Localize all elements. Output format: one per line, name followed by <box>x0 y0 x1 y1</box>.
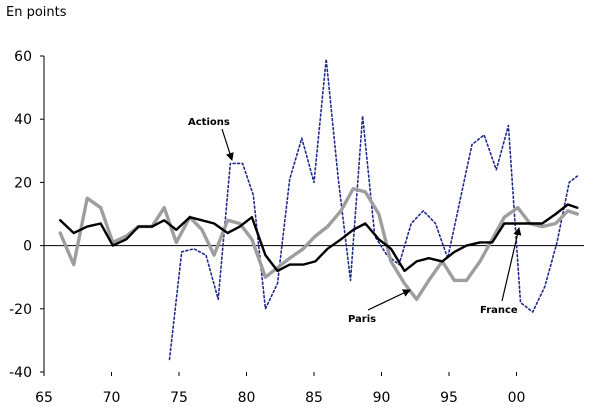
x-tick-label: 85 <box>305 390 323 406</box>
x-tick-label: 75 <box>170 390 188 406</box>
annotation-france: France <box>480 305 518 316</box>
axes <box>40 55 584 376</box>
y-tick-label: 20 <box>14 175 32 191</box>
annotation-actions: Actions <box>188 117 230 128</box>
x-tick-label: 70 <box>103 390 121 406</box>
x-tick-label: 80 <box>238 390 256 406</box>
x-tick-label: 65 <box>35 390 53 406</box>
series-line-actions <box>168 58 579 361</box>
x-tick-label: 90 <box>373 390 391 406</box>
annotation-paris: Paris <box>348 314 376 325</box>
y-tick-label: -40 <box>9 365 32 381</box>
annotations: Actions Paris France <box>188 117 522 325</box>
y-tick-label: 60 <box>14 49 32 65</box>
y-axis-unit-label: En points <box>6 5 67 20</box>
y-tick-label: 0 <box>23 239 32 255</box>
annotation-arrow-france <box>501 227 522 302</box>
annotation-arrow-actions <box>221 128 234 161</box>
series-line-paris <box>58 186 579 301</box>
y-tick-label: 40 <box>14 112 32 128</box>
x-tick-label: 00 <box>508 390 526 406</box>
y-tick-label: -20 <box>9 302 32 318</box>
annotation-arrow-paris <box>367 289 411 311</box>
series-layer <box>58 58 579 361</box>
x-tick-label: 95 <box>440 390 458 406</box>
series-line-france <box>59 203 579 273</box>
